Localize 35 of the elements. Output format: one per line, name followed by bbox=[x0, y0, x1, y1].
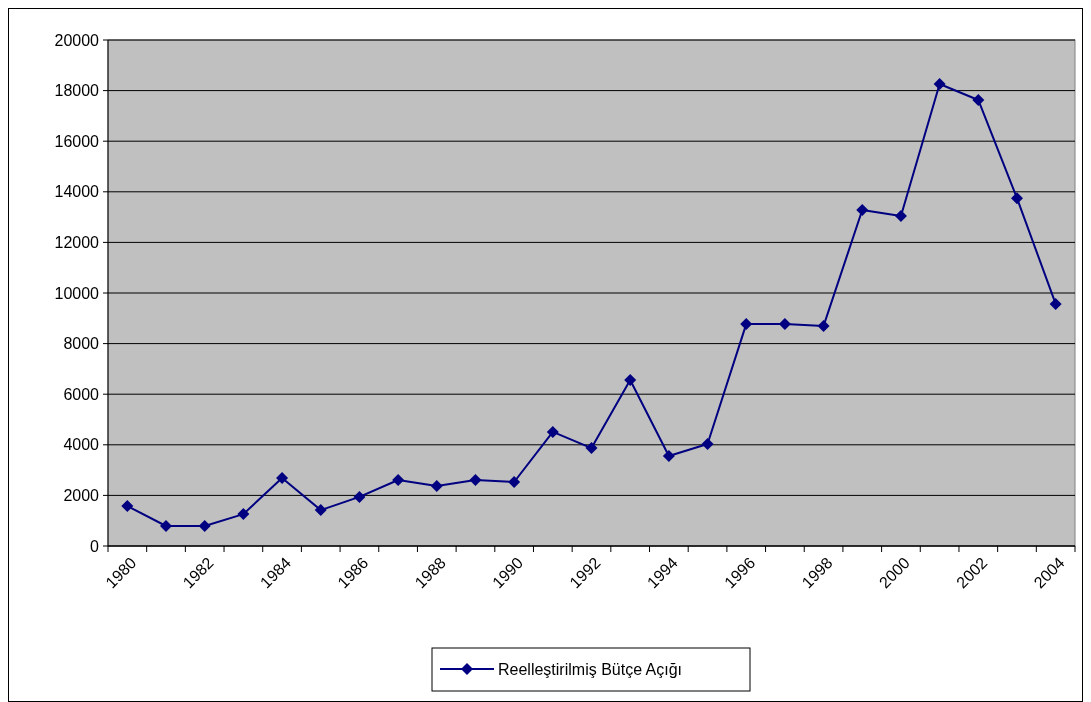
point bbox=[894, 210, 907, 223]
point bbox=[430, 480, 443, 493]
y-tick-label: 18000 bbox=[54, 82, 100, 100]
y-tick-label: 10000 bbox=[54, 284, 100, 302]
point bbox=[121, 500, 134, 513]
legend-label: Reelleştirilmiş Bütçe Açığı bbox=[498, 660, 683, 678]
point bbox=[314, 504, 327, 517]
point bbox=[740, 318, 753, 331]
y-tick-label: 14000 bbox=[54, 183, 100, 201]
point bbox=[353, 490, 366, 503]
y-tick-label: 2000 bbox=[63, 487, 100, 504]
point bbox=[469, 473, 482, 486]
point bbox=[508, 475, 521, 488]
y-tick-label: 20000 bbox=[54, 31, 100, 49]
point bbox=[546, 425, 559, 438]
y-tick-label: 8000 bbox=[63, 335, 100, 353]
point bbox=[392, 473, 405, 486]
point bbox=[1049, 297, 1062, 310]
y-tick-label: 12000 bbox=[54, 234, 100, 251]
y-tick-label: 4000 bbox=[63, 436, 100, 454]
point bbox=[972, 93, 985, 106]
point bbox=[585, 442, 598, 455]
y-tick-label: 6000 bbox=[63, 385, 100, 403]
point bbox=[933, 78, 946, 91]
point bbox=[662, 449, 675, 462]
point bbox=[198, 520, 211, 533]
y-tick-label: 16000 bbox=[54, 132, 100, 150]
point bbox=[817, 319, 830, 332]
point bbox=[701, 438, 714, 451]
y-tick-label: 0 bbox=[90, 537, 100, 555]
point bbox=[276, 471, 289, 484]
point bbox=[237, 508, 250, 521]
point bbox=[856, 204, 869, 217]
point bbox=[1010, 192, 1023, 205]
point bbox=[624, 374, 637, 387]
